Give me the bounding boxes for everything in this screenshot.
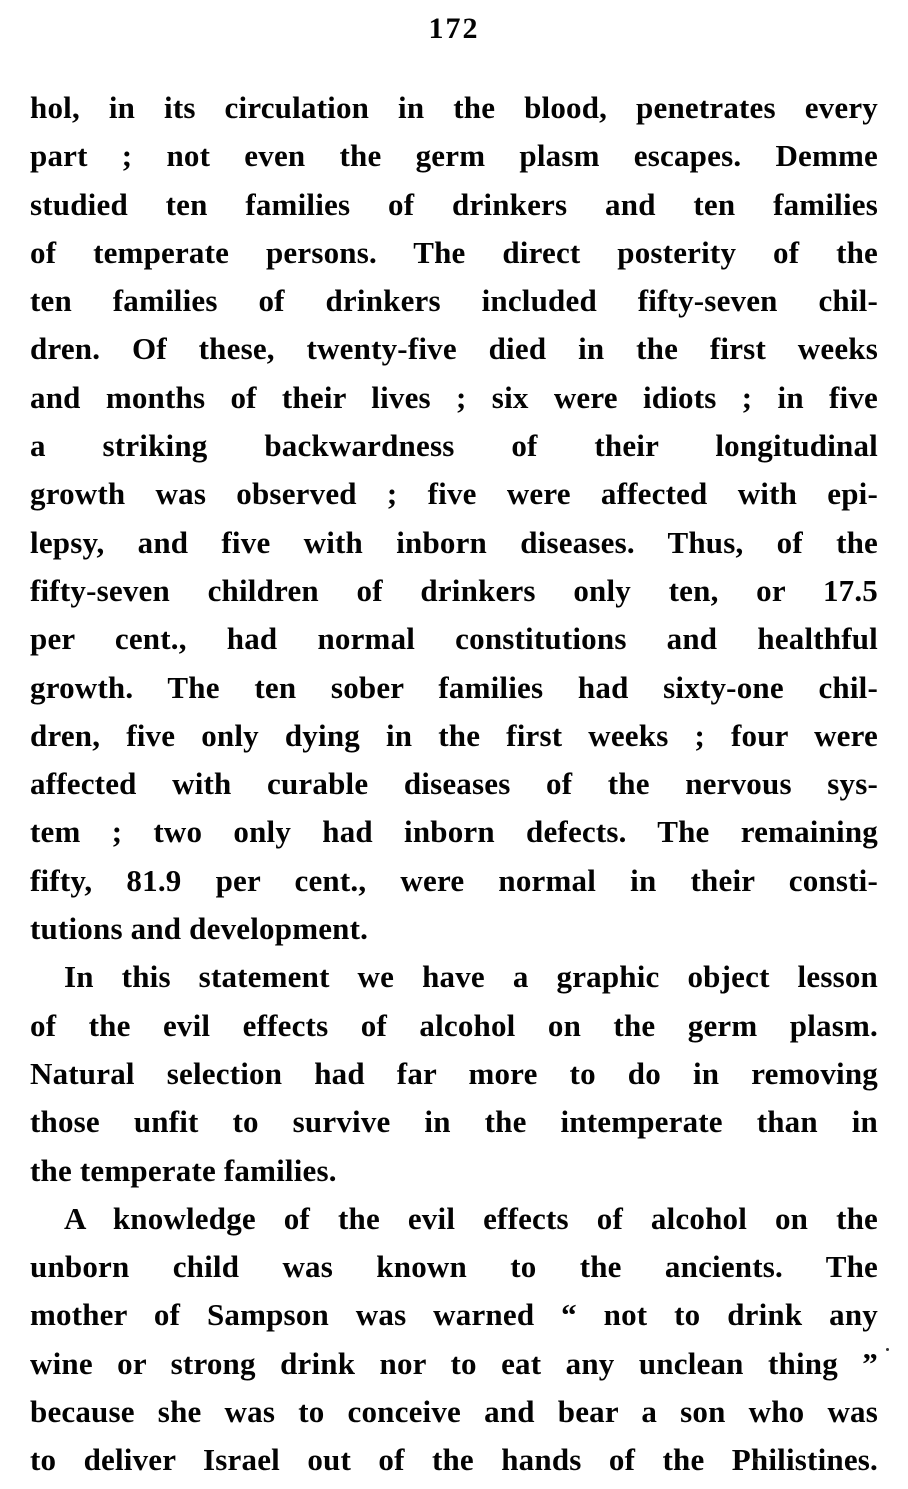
text-line: part ; not even the germ plasm escapes. … — [30, 138, 878, 174]
text-line: to deliver Israel out of the hands of th… — [30, 1442, 878, 1478]
page-number: 172 — [428, 12, 480, 45]
text-line: the temperate families. — [30, 1152, 337, 1188]
text-line: growth was observed ; five were affected… — [30, 476, 878, 512]
text-line: A knowledge of the evil effects of alcoh… — [64, 1200, 878, 1236]
text-line: those unfit to survive in the intemperat… — [30, 1104, 878, 1140]
text-line: per cent., had normal constitutions and … — [30, 621, 878, 657]
text-line: tutions and development. — [30, 911, 369, 947]
text-line: hol, in its circulation in the blood, pe… — [30, 90, 878, 125]
text-line: fifty, 81.9 per cent., were normal in th… — [30, 862, 878, 898]
text-line: a striking backwardness of their longitu… — [30, 428, 878, 464]
text-line: wine or strong drink nor to eat any uncl… — [30, 1345, 878, 1381]
text-line: growth. The ten sober families had sixty… — [30, 669, 878, 705]
text-line: of the evil effects of alcohol on the ge… — [30, 1007, 878, 1043]
text-line: Natural selection had far more to do in … — [30, 1055, 878, 1091]
text-line: affected with curable diseases of the ne… — [30, 766, 878, 802]
text-line: dren, five only dying in the first weeks… — [30, 717, 878, 753]
text-line: tem ; two only had inborn defects. The r… — [30, 814, 878, 850]
body-text: hol, in its circulation in the blood, pe… — [30, 84, 878, 1485]
text-line: In this statement we have a graphic obje… — [64, 959, 878, 995]
text-line: mother of Sampson was warned “ not to dr… — [30, 1297, 878, 1333]
text-line: dren. Of these, twenty-five died in the … — [30, 331, 878, 367]
text-line: ten families of drinkers included fifty-… — [30, 283, 878, 319]
text-line: fifty-seven children of drinkers only te… — [30, 572, 878, 608]
text-line: of temperate persons. The direct posteri… — [30, 234, 878, 270]
text-line: because she was to conceive and bear a s… — [30, 1394, 878, 1430]
text-line: unborn child was known to the ancients. … — [30, 1249, 878, 1285]
scan-ink-speck — [754, 1458, 758, 1462]
text-line: lepsy, and five with inborn diseases. Th… — [30, 524, 878, 560]
text-line: and months of their lives ; six were idi… — [30, 379, 878, 415]
scan-ink-speck — [886, 1348, 889, 1351]
text-line: studied ten families of drinkers and ten… — [30, 186, 878, 222]
